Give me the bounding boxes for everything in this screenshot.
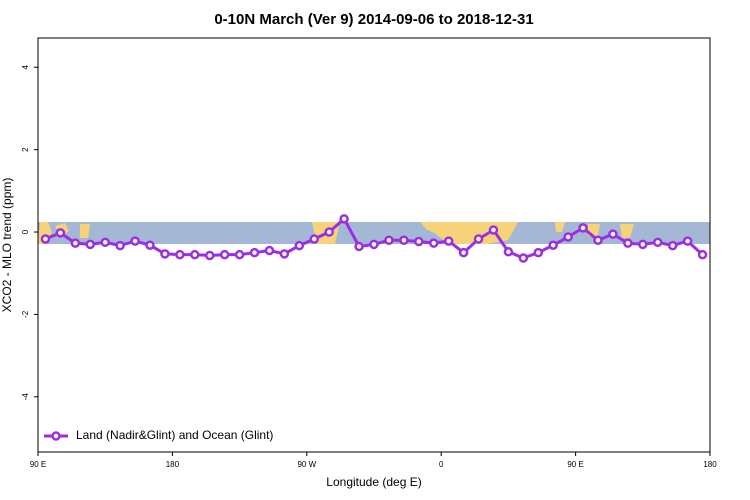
data-point	[115, 240, 125, 251]
chart-title: 0-10N March (Ver 9) 2014-09-06 to 2018-1…	[214, 11, 533, 28]
data-point	[578, 223, 588, 233]
y-axis-label: XCO2 - MLO trend (ppm)	[0, 178, 14, 313]
data-point	[160, 249, 170, 259]
data-point	[130, 236, 140, 246]
data-point	[608, 229, 618, 239]
data-point	[503, 247, 514, 257]
data-point	[55, 228, 66, 238]
data-point	[219, 249, 230, 260]
data-point	[473, 234, 484, 244]
x-tick-label: 180	[703, 460, 717, 469]
data-point	[638, 239, 648, 250]
ocean-band	[38, 222, 710, 244]
data-point	[682, 236, 693, 246]
data-point	[354, 241, 364, 252]
data-point	[249, 247, 260, 258]
data-point	[309, 234, 320, 244]
data-point	[384, 235, 394, 246]
data-point	[593, 235, 603, 246]
data-point	[100, 237, 110, 248]
x-tick-label: 0	[439, 460, 444, 469]
data-point	[399, 235, 409, 246]
legend-label: Land (Nadir&Glint) and Ocean (Glint)	[76, 428, 273, 442]
data-point	[324, 227, 334, 237]
x-tick-label: 90 W	[297, 460, 316, 469]
y-tick-label: -2	[21, 310, 30, 318]
data-point	[85, 239, 96, 250]
data-point	[369, 239, 379, 250]
data-point	[488, 225, 499, 235]
data-point	[458, 247, 469, 258]
plot-frame	[37, 37, 711, 453]
map-strip	[38, 222, 710, 244]
data-point	[563, 232, 573, 242]
y-tick-label: 0	[21, 229, 30, 234]
y-tick-label: -4	[21, 393, 30, 401]
data-point	[70, 238, 81, 248]
data-point	[40, 234, 51, 244]
data-point	[264, 245, 275, 256]
y-tick-label: 4	[21, 64, 30, 69]
x-tick-label: 180	[166, 460, 180, 469]
data-point	[667, 240, 678, 251]
data-point	[652, 237, 663, 248]
data-point	[234, 249, 245, 260]
data-point	[294, 240, 305, 251]
data-point	[414, 236, 424, 247]
x-axis-label: Longitude (deg E)	[326, 475, 421, 489]
data-point	[697, 249, 708, 260]
data-point	[443, 236, 454, 246]
land	[38, 222, 634, 244]
legend-marker	[51, 431, 61, 441]
data-point	[623, 238, 633, 248]
data-point	[279, 249, 290, 259]
data-point	[428, 238, 439, 248]
data-point	[518, 253, 529, 263]
data-point	[548, 240, 558, 250]
data-point	[190, 249, 200, 260]
data-point	[175, 249, 185, 260]
x-tick-label: 90 E	[567, 460, 583, 469]
data-point	[145, 240, 155, 250]
x-tick-label: 90 E	[30, 460, 46, 469]
data-point	[339, 214, 349, 224]
data-point	[533, 247, 544, 258]
y-tick-label: 2	[21, 147, 30, 152]
data-point	[204, 250, 215, 261]
